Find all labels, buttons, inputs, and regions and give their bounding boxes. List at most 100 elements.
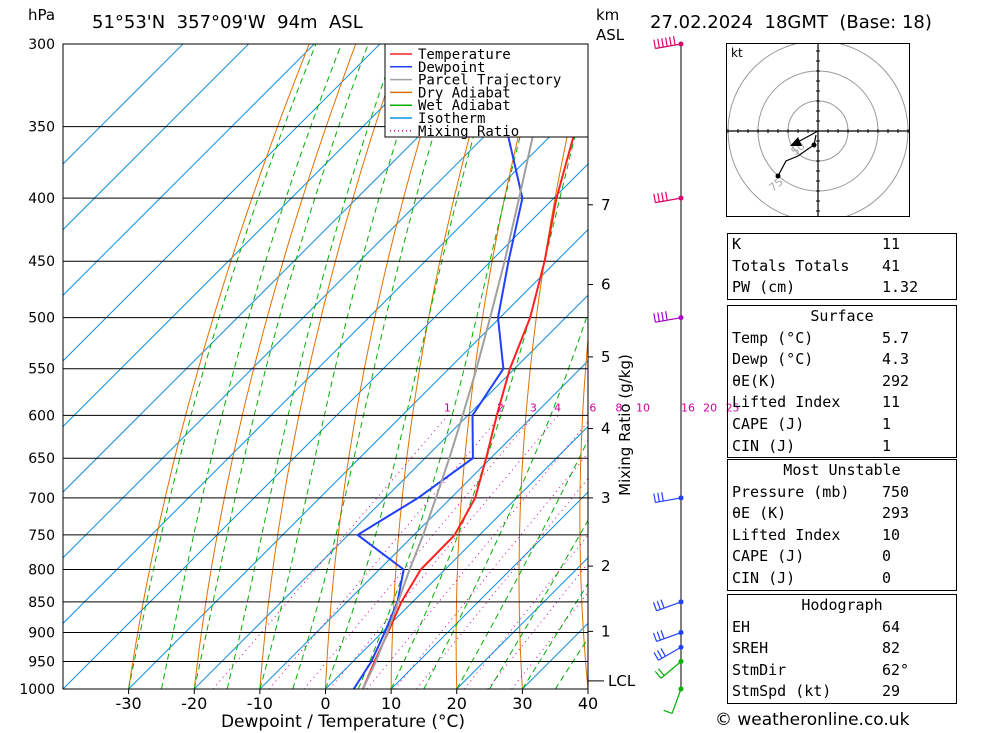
pressure-tick-label: 450 — [28, 254, 55, 270]
x-axis-title: Dewpoint / Temperature (°C) — [221, 712, 465, 732]
km-tick-label: 2 — [601, 557, 611, 575]
mixing-ratio-tick-label: 16 — [681, 401, 695, 414]
surface-value: 1 — [882, 436, 892, 455]
isotherm-line — [63, 44, 315, 296]
wet-adiabat-line — [128, 44, 317, 689]
wind-barb-flag — [656, 600, 661, 610]
x-tick-label: 20 — [447, 694, 467, 713]
x-tick-label: -20 — [181, 694, 207, 713]
hodograph-value: 29 — [882, 682, 901, 701]
isotherm-line — [63, 44, 184, 165]
most-unstable-label: θE (K) — [732, 504, 787, 523]
mixing-ratio-line — [394, 452, 588, 689]
hodograph-table: Hodograph EH 64 SREH 82 StmDir 62° StmSpd (kt)… — [727, 594, 957, 704]
km-tick-label: 1 — [601, 622, 611, 640]
index-row: K 11 — [728, 234, 956, 256]
index-label: K — [732, 235, 742, 253]
mixing-ratio-line — [366, 421, 588, 689]
wind-barb-flag — [660, 630, 665, 639]
hodograph-label: EH — [732, 617, 751, 636]
surface-row: CIN (J) 1 — [728, 436, 956, 458]
mixing-ratio-line — [303, 414, 535, 689]
isotherm-line — [63, 97, 588, 625]
most-unstable-label: Pressure (mb) — [732, 482, 850, 501]
hodograph-unit: kt — [731, 46, 743, 60]
wet-adiabat-line — [292, 44, 463, 689]
hodograph-value: 64 — [882, 617, 901, 636]
isotherm-line — [63, 44, 381, 362]
mixing-ratio-tick-label: 6 — [589, 401, 596, 414]
dry-adiabat-line — [128, 44, 310, 689]
mixing-ratio-tick-label: 10 — [636, 401, 650, 414]
wind-column — [652, 36, 684, 714]
mixing-ratio-tick-label: 20 — [703, 401, 717, 414]
km-tick-label: 5 — [601, 348, 611, 366]
parcel-trajectory-line — [361, 44, 555, 689]
surface-row: Dewp (°C) 4.3 — [728, 349, 956, 371]
most-unstable-table: Most Unstable Pressure (mb) 750 θE (K) 293 L… — [727, 459, 957, 591]
pressure-tick-label: 900 — [28, 626, 55, 642]
indices-table: K 11 Totals Totals 41 PW (cm) 1.32 — [727, 233, 957, 300]
wind-barb-flag — [661, 311, 664, 321]
surface-row: Lifted Index 11 — [728, 392, 956, 414]
surface-value: 4.3 — [882, 350, 910, 369]
surface-value: 292 — [882, 371, 910, 390]
pressure-tick-label: 700 — [28, 491, 55, 507]
wind-barb-flag — [661, 192, 664, 202]
mixing-ratio-line — [329, 414, 559, 689]
legend-entry-label: Temperature — [418, 47, 511, 63]
wind-barb-staff — [655, 197, 682, 204]
surface-title: Surface — [810, 307, 874, 325]
wind-barb-flag — [665, 37, 668, 47]
storm-motion-arrowhead — [790, 137, 802, 146]
wind-barb-flag — [668, 36, 672, 46]
temperature-line — [361, 94, 588, 689]
wind-barb-flag — [665, 311, 668, 321]
km-tick-label: 4 — [601, 420, 611, 438]
surface-table: Surface Temp (°C) 5.7 Dewp (°C) 4.3 θE(K) 292… — [727, 305, 957, 459]
wind-barb-flag — [656, 631, 661, 641]
hodograph-value: 62° — [882, 660, 910, 679]
surface-value: 1 — [882, 414, 892, 433]
hodograph-row: EH 64 — [728, 617, 956, 639]
pressure-tick-label: 400 — [28, 191, 55, 207]
km-tick-label: 7 — [601, 196, 611, 214]
pressure-tick-label: 950 — [28, 655, 55, 671]
index-label: Totals Totals — [732, 256, 850, 275]
dewpoint-line — [352, 44, 524, 689]
wet-adiabat-line — [226, 44, 398, 689]
pressure-tick-label: 750 — [28, 528, 55, 544]
index-row: Totals Totals 41 — [728, 256, 956, 278]
wind-barb-staff — [671, 688, 682, 714]
mixing-ratio-tick-label: 3 — [530, 401, 537, 414]
pressure-tick-label: 1000 — [19, 682, 55, 698]
most-unstable-row: Lifted Index 10 — [728, 525, 956, 547]
surface-label: θE(K) — [732, 371, 778, 390]
isotherm-line — [325, 425, 588, 689]
pressure-tick-label: 800 — [28, 562, 55, 578]
most-unstable-row: Pressure (mb) 750 — [728, 482, 956, 504]
wind-barb-flag — [653, 313, 656, 323]
pressure-tick-label: 600 — [28, 408, 55, 424]
most-unstable-value: 0 — [882, 547, 892, 566]
most-unstable-row: CIN (J) 0 — [728, 568, 956, 590]
wind-barb-flag — [663, 709, 673, 714]
x-tick-label: -10 — [247, 694, 273, 713]
dry-adiabat-line — [193, 44, 357, 689]
mixing-ratio-tick-label: 4 — [554, 401, 561, 414]
most-unstable-label: CIN (J) — [732, 568, 796, 587]
dry-adiabat-line — [259, 44, 403, 689]
index-row: PW (cm) 1.32 — [728, 277, 956, 299]
wind-barb-flag — [657, 192, 660, 203]
hodograph-value: 82 — [882, 639, 901, 658]
legend-entry-label: Wet Adiabat — [418, 98, 511, 114]
pressure-tick-label: 300 — [28, 37, 55, 53]
legend-entry-label: Parcel Trajectory — [418, 73, 561, 89]
copyright-footer[interactable]: © weatheronline.co.uk — [715, 710, 910, 730]
pressure-unit-label: hPa — [28, 6, 56, 24]
mixing-ratio-line — [212, 414, 449, 689]
wind-barb-flag — [653, 193, 656, 203]
wet-adiabat-line — [193, 44, 369, 689]
